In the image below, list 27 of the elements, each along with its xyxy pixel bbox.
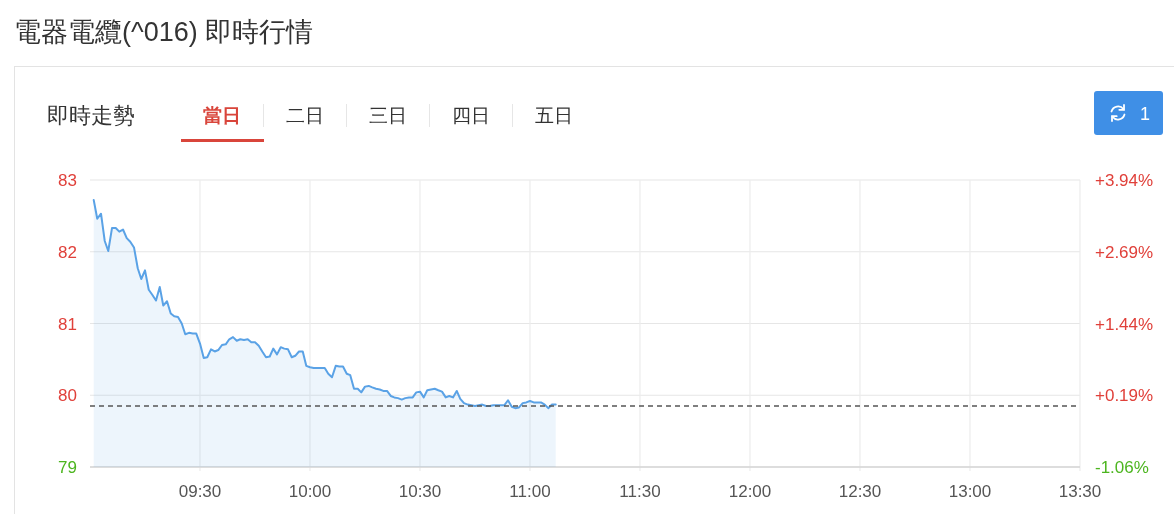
- x-tick-label: 12:30: [838, 482, 882, 501]
- y-tick-label: 81: [58, 314, 77, 334]
- y2-tick-label: +2.69%: [1095, 242, 1154, 262]
- chart-subtitle: 即時走勢: [47, 103, 135, 128]
- y2-tick-label: +1.44%: [1095, 314, 1154, 334]
- x-tick-label: 10:00: [288, 482, 332, 501]
- y2-tick-label: +0.19%: [1095, 386, 1154, 406]
- text: 1: [1140, 104, 1151, 124]
- x-tick-label: 13:00: [948, 482, 992, 501]
- y2-tick-label: -1.06%: [1095, 458, 1149, 477]
- text: 當日: [203, 105, 241, 126]
- y2-tick-label: +3.94%: [1095, 171, 1154, 190]
- y-tick-label: 80: [58, 386, 77, 406]
- x-tick-label: 11:00: [509, 482, 551, 501]
- chart-title: 電器電纜(^016) 即時行情: [14, 17, 314, 47]
- y-tick-label: 82: [58, 242, 77, 262]
- x-tick-label: 12:00: [728, 482, 772, 501]
- y-tick-label: 83: [58, 171, 77, 190]
- text: 五日: [535, 105, 573, 126]
- text: 三日: [369, 105, 407, 126]
- text: 四日: [452, 105, 490, 126]
- x-tick-label: 13:30: [1058, 482, 1102, 501]
- text: 二日: [286, 105, 324, 126]
- y-tick-label: 79: [58, 458, 77, 477]
- x-tick-label: 10:30: [398, 482, 442, 501]
- x-tick-label: 09:30: [178, 482, 222, 501]
- x-tick-label: 11:30: [619, 482, 661, 501]
